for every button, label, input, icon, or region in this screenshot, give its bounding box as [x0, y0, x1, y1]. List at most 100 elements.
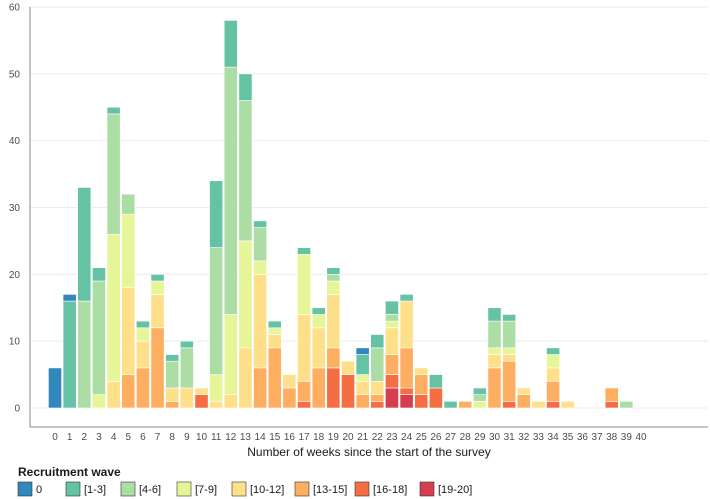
bar-segment — [106, 380, 121, 409]
bar-segment — [326, 267, 341, 275]
bar-segment — [502, 320, 517, 349]
x-tick-label: 35 — [562, 432, 574, 443]
bar-segment — [414, 367, 429, 375]
bar-segment — [311, 314, 326, 329]
bar-segment — [194, 394, 209, 409]
legend-label: [16-18] — [373, 484, 407, 496]
bar-segment — [326, 367, 341, 409]
bar-segment — [136, 340, 150, 369]
y-tick-label: 10 — [9, 337, 21, 348]
x-tick-label: 7 — [155, 432, 161, 443]
bar-segment — [62, 300, 77, 409]
bar-segment — [502, 360, 517, 402]
x-tick-label: 9 — [184, 432, 190, 443]
bar-segment — [165, 401, 180, 409]
bar-segment — [399, 387, 414, 395]
x-tick-label: 15 — [269, 432, 281, 443]
y-tick-label: 20 — [9, 270, 21, 281]
x-tick-label: 2 — [82, 432, 88, 443]
x-tick-label: 24 — [401, 432, 413, 443]
bar-segment — [399, 300, 414, 349]
legend-label: 0 — [36, 484, 42, 496]
bar-segment — [546, 380, 560, 402]
bar-segment — [194, 387, 209, 395]
bar-segment — [355, 394, 370, 409]
x-tick-label: 20 — [342, 432, 354, 443]
bar-segment — [370, 347, 385, 382]
bar-segment — [209, 180, 224, 248]
bar-segment — [546, 354, 560, 369]
bar-segment — [502, 314, 517, 322]
bar-segment — [165, 354, 180, 362]
bar-segment — [516, 394, 531, 409]
bar-segment — [150, 274, 165, 282]
bar-segment — [399, 294, 414, 302]
legend-label: [13-15] — [313, 484, 347, 496]
legend-title: Recruitment wave — [18, 465, 121, 479]
bar-segment — [516, 387, 531, 395]
bar-segment — [546, 401, 560, 409]
x-tick-label: 36 — [577, 432, 589, 443]
x-tick-label: 12 — [225, 432, 237, 443]
bar-segment — [267, 320, 282, 329]
bar-segment — [179, 340, 194, 349]
bar-segment — [370, 394, 385, 402]
bar-segment — [223, 66, 238, 315]
x-tick-label: 34 — [548, 432, 560, 443]
bar-segment — [253, 260, 267, 275]
bar-segment — [179, 387, 194, 409]
x-tick-label: 32 — [518, 432, 530, 443]
bar-segment — [385, 300, 399, 315]
legend-label: [4-6] — [139, 484, 161, 496]
bar-segment — [267, 347, 282, 409]
bar-segment — [150, 327, 165, 409]
bar-segment — [48, 367, 62, 409]
bar-segment — [238, 240, 253, 349]
x-tick-label: 11 — [211, 432, 222, 443]
bar-segment — [472, 394, 487, 402]
bar-segment — [546, 367, 560, 382]
bar-segment — [560, 401, 575, 409]
x-tick-label: 28 — [460, 432, 472, 443]
bar-segment — [121, 213, 136, 289]
bar-segment — [165, 387, 180, 402]
bar-segment — [458, 401, 473, 409]
bar-segment — [150, 294, 165, 329]
bar-segment — [619, 401, 634, 409]
x-tick-label: 26 — [430, 432, 442, 443]
x-tick-label: 0 — [52, 432, 58, 443]
bar-segment — [223, 314, 238, 395]
bar-segment — [253, 227, 267, 262]
x-tick-label: 27 — [445, 432, 457, 443]
bar-segment — [370, 334, 385, 349]
bar-segment — [106, 233, 121, 382]
bar-segment — [136, 327, 150, 342]
bar-segment — [604, 387, 619, 402]
y-tick-label: 0 — [14, 404, 20, 415]
bar-segment — [487, 347, 502, 355]
bar-segment — [385, 374, 399, 389]
x-tick-label: 10 — [196, 432, 208, 443]
bar-segment — [92, 280, 106, 395]
x-axis-title: Number of weeks since the start of the s… — [247, 445, 490, 459]
bar-segment — [311, 367, 326, 409]
x-tick-label: 23 — [386, 432, 398, 443]
bar-segment — [385, 387, 399, 409]
legend-swatch — [231, 481, 247, 497]
bar-segment — [604, 401, 619, 409]
x-tick-label: 33 — [533, 432, 545, 443]
x-tick-label: 18 — [313, 432, 325, 443]
x-tick-label: 39 — [621, 432, 633, 443]
x-tick-label: 30 — [489, 432, 501, 443]
x-tick-label: 22 — [372, 432, 384, 443]
bar-segment — [121, 374, 136, 409]
bar-segment — [136, 320, 150, 329]
bar-segment — [355, 347, 370, 355]
bar-segment — [502, 354, 517, 362]
bar-segment — [385, 327, 399, 355]
bar-segment — [238, 73, 253, 101]
bar-segment — [326, 274, 341, 282]
bar-segment — [546, 347, 560, 355]
bar-segment — [326, 280, 341, 295]
